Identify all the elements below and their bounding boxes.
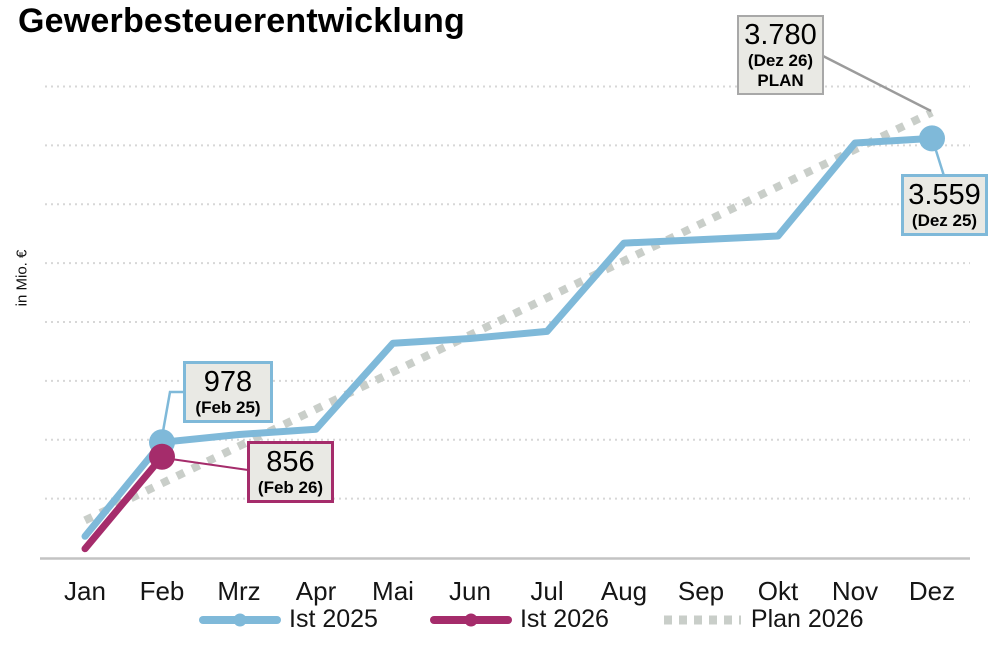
legend-label: Ist 2025 — [289, 605, 378, 633]
annotation-label-plan: PLAN — [757, 71, 804, 91]
legend-line-sample-plan-2026 — [663, 615, 741, 624]
series-line-ist-2025 — [81, 134, 936, 540]
annotation-box-feb26: 856 (Feb 26) — [247, 441, 334, 504]
x-axis-label-okt: Okt — [757, 576, 799, 606]
callout-connector-dez26 — [822, 54, 932, 113]
annotation-box-dez26-plan: 3.780 (Dez 26) PLAN — [737, 15, 824, 95]
series-line-plan-2026 — [83, 108, 934, 525]
x-axis-label-jun: Jun — [449, 576, 491, 606]
annotation-box-feb25: 978 (Feb 25) — [183, 361, 273, 424]
legend-line-sample-ist-2026 — [429, 613, 512, 626]
x-axis-label-apr: Apr — [295, 576, 337, 606]
legend-label: Ist 2026 — [519, 605, 609, 633]
annotation-value: 856 — [266, 446, 315, 478]
annotation-label: (Feb 26) — [257, 478, 324, 498]
legend-label: Plan 2026 — [750, 605, 864, 633]
annotation-label: (Dez 25) — [911, 211, 978, 231]
data-point-marker-ist-2025-dez — [919, 125, 945, 152]
legend-item-ist-2025: Ist 2025 — [199, 605, 378, 634]
legend: Ist 2025 Ist 2026 Plan 2026 — [199, 605, 864, 634]
legend-item-ist-2026: Ist 2026 — [429, 605, 609, 634]
x-axis-label-dez: Dez — [908, 576, 956, 606]
x-axis-label-sep: Sep — [677, 576, 725, 606]
x-axis-label-mai: Mai — [372, 576, 414, 606]
data-point-marker-ist-2026-feb — [149, 443, 175, 470]
annotation-box-dez25: 3.559 (Dez 25) — [901, 174, 988, 237]
annotation-value: 3.780 — [744, 19, 817, 51]
callout-connector-feb25 — [160, 390, 183, 438]
callout-connector-feb26 — [163, 457, 249, 471]
x-axis-label-mrz: Mrz — [217, 576, 261, 606]
annotation-value: 978 — [203, 366, 253, 398]
annotation-value: 3.559 — [908, 179, 981, 211]
annotation-label: (Dez 26) — [747, 51, 814, 71]
legend-item-plan-2026: Plan 2026 — [661, 605, 864, 634]
x-axis-label-jul: Jul — [530, 576, 564, 606]
x-axis-label-feb: Feb — [139, 576, 185, 606]
x-axis-label-nov: Nov — [831, 576, 879, 606]
x-axis-label-aug: Aug — [600, 576, 648, 606]
annotation-label: (Feb 25) — [195, 398, 261, 418]
x-axis-label-jan: Jan — [64, 576, 106, 606]
x-axis: Jan Feb Mrz Apr Mai Jun Jul Aug Sep Okt Nov Dez — [0, 576, 1008, 606]
legend-line-sample-ist-2025 — [199, 613, 281, 626]
chart-title: Gewerbesteuerentwicklung — [18, 2, 465, 40]
series-line-ist-2026 — [81, 453, 166, 553]
